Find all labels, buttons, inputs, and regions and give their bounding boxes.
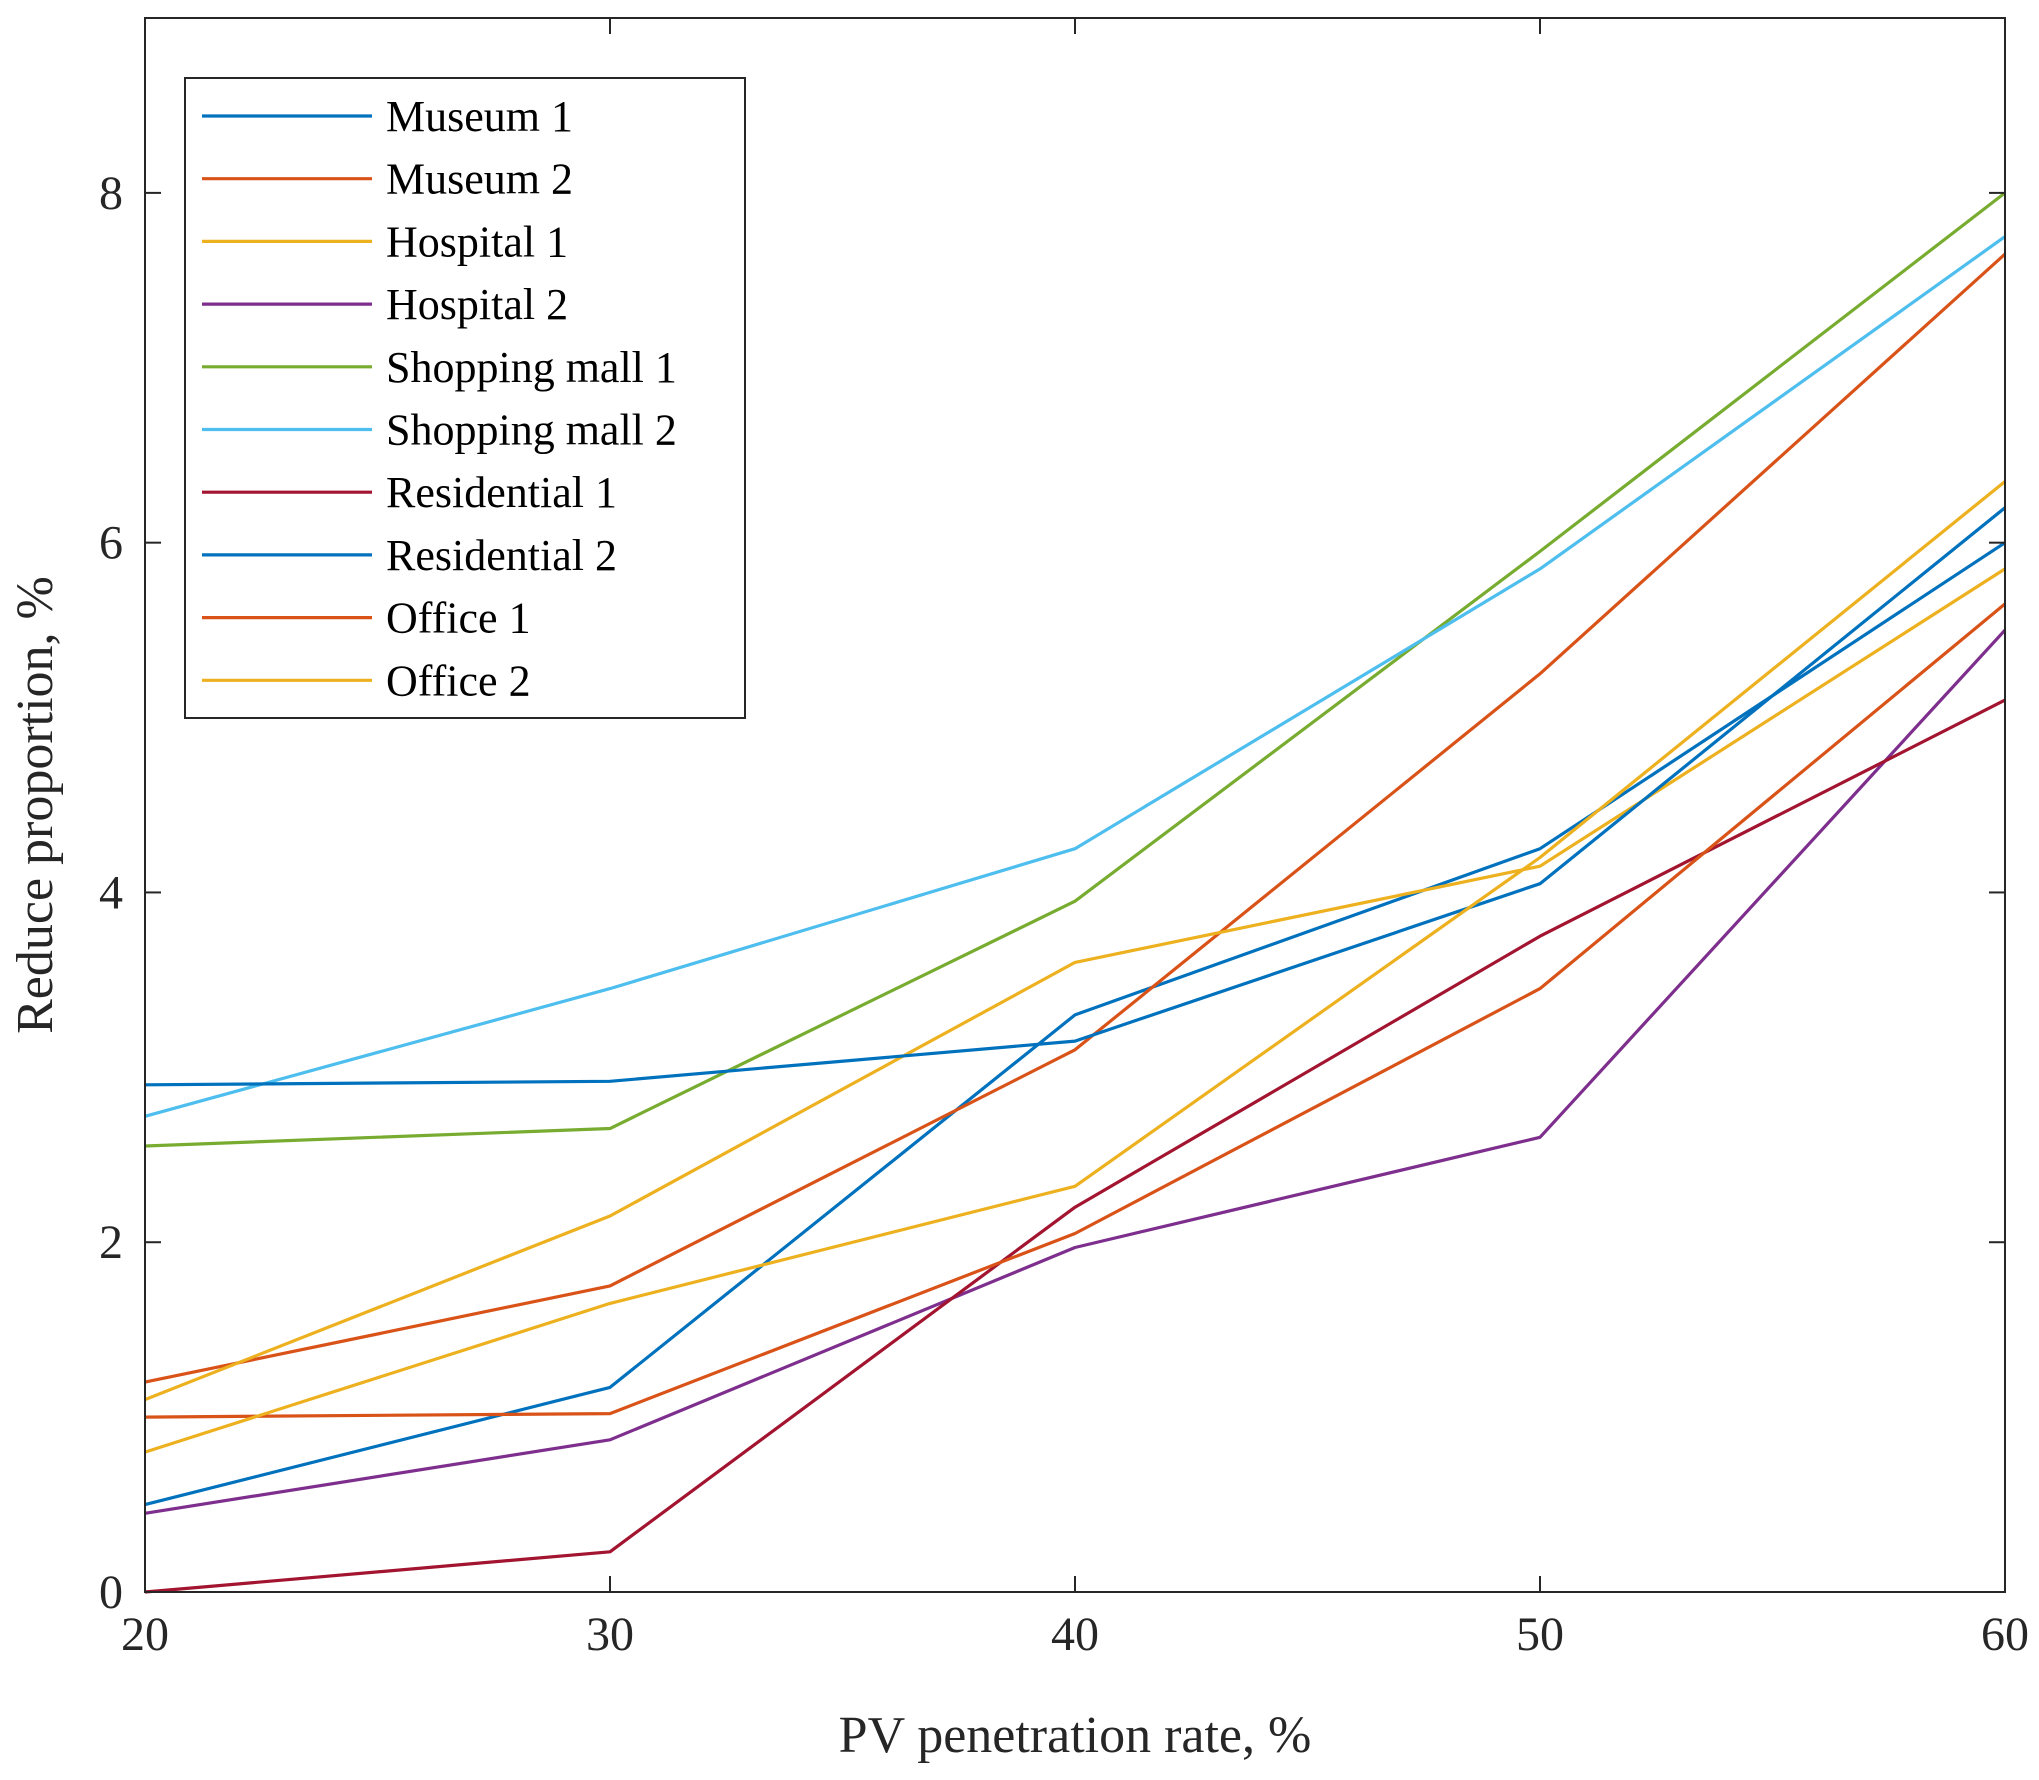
series-line-2 bbox=[144, 252, 2007, 1384]
legend-label: Office 1 bbox=[386, 594, 531, 643]
legend-label: Shopping mall 1 bbox=[386, 343, 677, 392]
series-line-5 bbox=[144, 191, 2006, 1148]
series-line-3 bbox=[144, 567, 2006, 1402]
x-tick-label: 60 bbox=[1981, 1608, 2029, 1661]
y-tick-label: 6 bbox=[99, 517, 123, 570]
series-line-10 bbox=[144, 480, 2007, 1454]
legend-label: Hospital 1 bbox=[386, 217, 568, 266]
legend-label: Hospital 2 bbox=[386, 280, 568, 329]
series-line-8 bbox=[144, 506, 2007, 1087]
x-axis-title: PV penetration rate, % bbox=[839, 1707, 1312, 1764]
series-line-4 bbox=[144, 629, 2007, 1515]
legend: Museum 1 Museum 2 Hospital 1 Hospital 2 Shop… bbox=[184, 77, 746, 719]
legend-label: Residential 2 bbox=[386, 531, 617, 580]
legend-label: Museum 2 bbox=[386, 155, 573, 204]
x-tick-label: 40 bbox=[1051, 1608, 1099, 1661]
series-line-1 bbox=[144, 541, 2006, 1507]
y-tick-label: 2 bbox=[99, 1216, 123, 1269]
legend-items: Museum 1 Museum 2 Hospital 1 Hospital 2 Shop… bbox=[202, 92, 677, 705]
legend-label: Office 2 bbox=[386, 656, 531, 705]
legend-label: Museum 1 bbox=[386, 92, 573, 141]
y-axis-title: Reduce proportion, % bbox=[7, 576, 64, 1034]
legend-box bbox=[184, 77, 746, 719]
x-tick-label: 20 bbox=[121, 1608, 169, 1661]
y-tick-label: 0 bbox=[99, 1566, 123, 1619]
legend-label: Residential 1 bbox=[386, 468, 617, 517]
series-layer bbox=[144, 191, 2007, 1594]
x-tick-label: 50 bbox=[1516, 1608, 1564, 1661]
series-line-6 bbox=[144, 235, 2006, 1118]
y-tick-label: 8 bbox=[99, 167, 123, 220]
series-line-9 bbox=[144, 602, 2007, 1419]
legend-label: Shopping mall 2 bbox=[386, 406, 677, 455]
axis-ticks: 20 30 40 50 60 0 2 4 6 8 bbox=[99, 18, 2029, 1661]
y-tick-label: 4 bbox=[99, 866, 123, 919]
x-tick-label: 30 bbox=[586, 1608, 634, 1661]
series-line-7 bbox=[144, 698, 2006, 1594]
